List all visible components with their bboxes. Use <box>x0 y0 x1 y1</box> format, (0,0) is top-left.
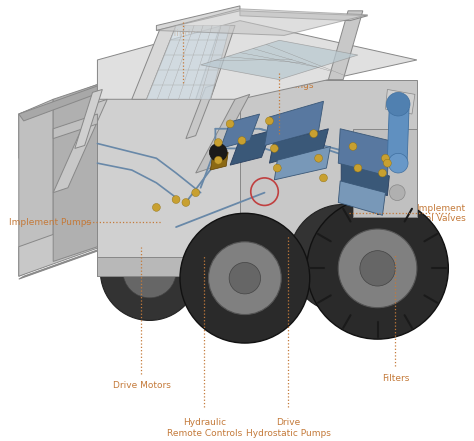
Circle shape <box>273 164 281 172</box>
Polygon shape <box>201 40 358 80</box>
Polygon shape <box>132 26 176 99</box>
Circle shape <box>389 146 405 161</box>
Polygon shape <box>240 80 417 276</box>
Polygon shape <box>274 146 330 180</box>
Polygon shape <box>387 104 409 163</box>
Polygon shape <box>53 99 107 193</box>
Circle shape <box>214 156 222 164</box>
Circle shape <box>265 117 273 125</box>
Polygon shape <box>338 181 385 215</box>
Circle shape <box>192 189 200 197</box>
Circle shape <box>100 222 199 321</box>
Circle shape <box>338 229 417 308</box>
Circle shape <box>310 130 318 138</box>
Polygon shape <box>338 129 389 176</box>
Circle shape <box>386 93 410 116</box>
Polygon shape <box>196 94 250 173</box>
Circle shape <box>172 196 180 203</box>
Polygon shape <box>385 90 415 114</box>
Polygon shape <box>269 129 328 163</box>
Polygon shape <box>353 129 417 217</box>
Polygon shape <box>98 60 240 276</box>
Circle shape <box>271 145 278 152</box>
Circle shape <box>379 169 386 177</box>
Circle shape <box>123 245 176 298</box>
Circle shape <box>314 229 373 288</box>
Circle shape <box>349 142 357 150</box>
Circle shape <box>382 154 389 162</box>
Circle shape <box>180 213 310 343</box>
Circle shape <box>319 174 328 182</box>
Text: Filters: Filters <box>382 374 409 383</box>
Polygon shape <box>53 85 156 262</box>
Polygon shape <box>264 101 323 146</box>
Circle shape <box>388 153 408 173</box>
Polygon shape <box>230 131 272 165</box>
Circle shape <box>289 205 397 313</box>
Polygon shape <box>19 85 98 158</box>
Circle shape <box>226 120 234 128</box>
Circle shape <box>389 185 405 201</box>
Text: Hydraulic
Remote Controls: Hydraulic Remote Controls <box>167 419 242 438</box>
Circle shape <box>210 143 227 161</box>
Circle shape <box>214 138 222 146</box>
Circle shape <box>238 137 246 145</box>
Polygon shape <box>53 114 98 138</box>
Text: Implement
Control Valves: Implement Control Valves <box>401 204 465 223</box>
Circle shape <box>153 203 160 211</box>
Circle shape <box>315 154 322 162</box>
Circle shape <box>383 159 392 167</box>
Polygon shape <box>210 152 228 170</box>
Text: Cylinders: Cylinders <box>162 30 205 38</box>
Polygon shape <box>186 85 215 138</box>
Text: Hose & Fittings: Hose & Fittings <box>245 82 313 90</box>
Polygon shape <box>19 99 53 276</box>
Circle shape <box>209 242 281 314</box>
Circle shape <box>354 164 362 172</box>
Polygon shape <box>156 6 240 30</box>
Text: Drive Motors: Drive Motors <box>112 381 171 390</box>
Polygon shape <box>196 26 235 99</box>
Polygon shape <box>328 11 363 80</box>
Circle shape <box>229 262 261 294</box>
Polygon shape <box>220 114 260 149</box>
Polygon shape <box>19 65 161 121</box>
Polygon shape <box>146 26 230 99</box>
Text: Drive
Hydrostatic Pumps: Drive Hydrostatic Pumps <box>246 419 331 438</box>
Text: Implement Pumps: Implement Pumps <box>9 218 91 227</box>
Polygon shape <box>98 257 338 276</box>
Polygon shape <box>19 227 161 279</box>
Polygon shape <box>98 21 417 99</box>
Polygon shape <box>341 163 389 196</box>
Polygon shape <box>19 198 156 276</box>
Circle shape <box>360 250 395 286</box>
Polygon shape <box>75 90 102 149</box>
Polygon shape <box>240 11 368 21</box>
Circle shape <box>307 198 448 339</box>
Polygon shape <box>156 9 368 35</box>
Circle shape <box>182 198 190 206</box>
